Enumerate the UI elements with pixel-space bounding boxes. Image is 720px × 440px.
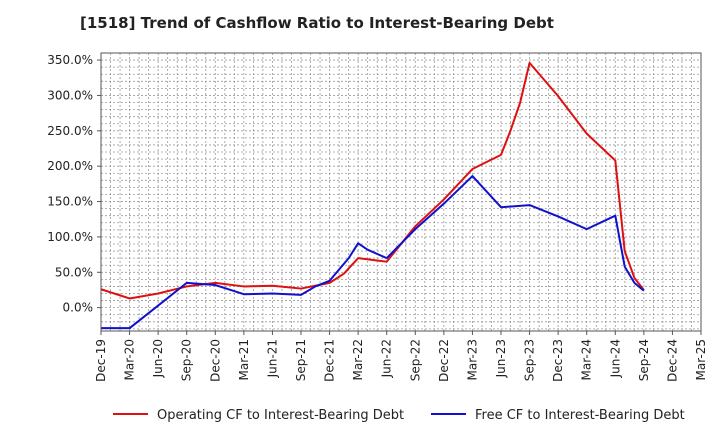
x-tick-label: Sep-23 <box>523 339 537 381</box>
x-tick-label: Dec-23 <box>551 339 565 382</box>
y-tick-label: 200.0% <box>47 159 93 173</box>
y-tick-label: 150.0% <box>47 195 93 209</box>
x-tick-label: Jun-22 <box>380 339 394 378</box>
x-tick-label: Dec-22 <box>437 339 451 382</box>
x-tick-label: Dec-19 <box>94 339 108 382</box>
y-tick-label: 300.0% <box>47 88 93 102</box>
legend: Operating CF to Interest-Bearing Debt Fr… <box>113 408 685 423</box>
chart-title: [1518] Trend of Cashflow Ratio to Intere… <box>80 14 554 32</box>
y-tick-label: 100.0% <box>47 230 93 244</box>
x-tick-label: Jun-24 <box>608 339 622 378</box>
legend-label-free-cf: Free CF to Interest-Bearing Debt <box>475 408 685 423</box>
x-axis-ticks: Dec-19 Mar-20 Jun-20 Sep-20 Dec-20 Mar-21 Jun-… <box>94 331 708 382</box>
x-tick-label: Sep-22 <box>408 339 422 381</box>
y-tick-label: 0.0% <box>63 301 94 315</box>
x-tick-label: Mar-20 <box>123 339 137 380</box>
x-tick-label: Dec-24 <box>665 339 679 382</box>
x-tick-label: Mar-23 <box>465 339 479 380</box>
x-tick-label: Jun-20 <box>151 339 165 378</box>
legend-label-operating-cf: Operating CF to Interest-Bearing Debt <box>157 408 404 423</box>
y-tick-label: 350.0% <box>47 53 93 67</box>
series-layer <box>100 61 645 330</box>
x-tick-label: Sep-24 <box>637 339 651 381</box>
x-tick-label: Mar-24 <box>580 339 594 380</box>
x-tick-label: Jun-21 <box>265 339 279 378</box>
y-axis-ticks: 350.0% 300.0% 250.0% 200.0% 150.0% 100.0% 50.0… <box>47 53 101 315</box>
y-tick-label: 250.0% <box>47 124 93 138</box>
grid <box>100 53 702 331</box>
y-tick-label: 50.0% <box>55 265 93 279</box>
series-line-operating-cf <box>100 61 645 300</box>
x-tick-label: Mar-25 <box>694 339 708 380</box>
x-tick-label: Dec-20 <box>208 339 222 382</box>
plot-area-frame <box>100 52 702 332</box>
x-tick-label: Jun-23 <box>494 339 508 378</box>
x-tick-label: Sep-20 <box>180 339 194 381</box>
series-line-free-cf <box>101 175 645 330</box>
x-tick-label: Sep-21 <box>294 339 308 381</box>
x-tick-label: Mar-21 <box>237 339 251 380</box>
x-tick-label: Mar-22 <box>351 339 365 380</box>
x-tick-label: Dec-21 <box>323 339 337 382</box>
